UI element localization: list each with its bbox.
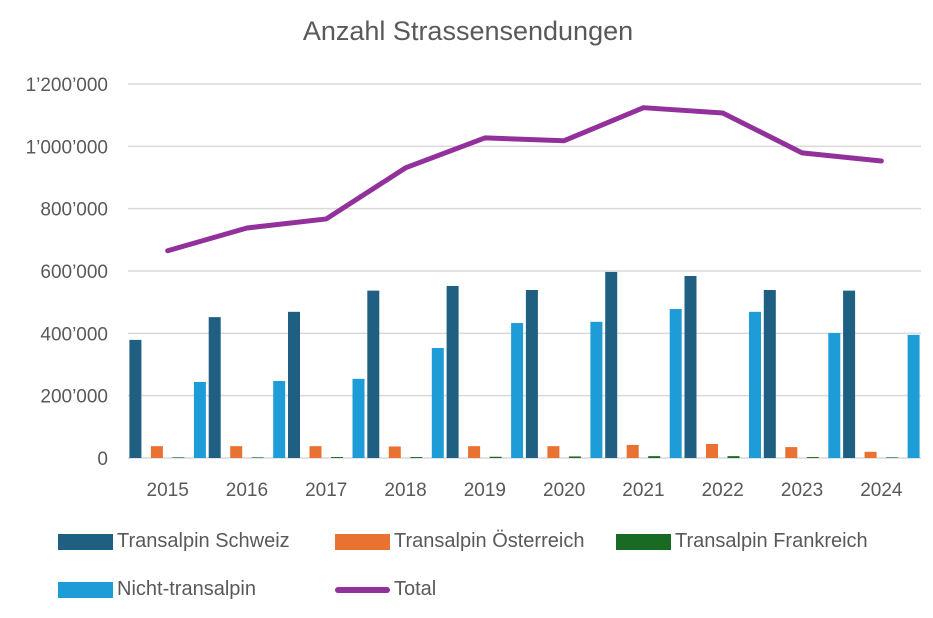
legend-swatch xyxy=(58,533,113,550)
y-tick-label: 600’000 xyxy=(40,262,108,283)
bar-transalpin-schweiz-2015 xyxy=(129,339,142,458)
legend-line-swatch xyxy=(335,586,390,593)
legend-item-schweiz: Transalpin Schweiz xyxy=(58,530,290,553)
legend-swatch xyxy=(58,581,113,598)
chart-title: Anzahl Strassensendungen xyxy=(303,16,633,46)
bar-nicht-transalpin-2016 xyxy=(273,381,286,458)
bar-transalpin-frankreich-2016 xyxy=(251,457,264,458)
bar-transalpin-sterreich-2024 xyxy=(864,451,877,458)
bar-transalpin-sterreich-2022 xyxy=(706,443,718,458)
bar-transalpin-sterreich-2020 xyxy=(547,446,560,458)
bar-transalpin-sterreich-2018 xyxy=(388,446,401,458)
x-tick-label: 2018 xyxy=(384,480,426,501)
bar-transalpin-frankreich-2017 xyxy=(331,457,343,458)
line-total xyxy=(165,105,884,254)
x-tick-label: 2020 xyxy=(543,480,585,501)
bar-transalpin-frankreich-2018 xyxy=(410,457,423,458)
legend-label: Total xyxy=(394,578,437,600)
bar-transalpin-schweiz-2022 xyxy=(684,275,697,458)
bar-transalpin-frankreich-2024 xyxy=(886,457,899,458)
x-tick-label: 2024 xyxy=(860,480,903,501)
y-tick-label: 1’000’000 xyxy=(26,137,108,158)
bar-transalpin-schweiz-2021 xyxy=(605,271,618,458)
bar-transalpin-schweiz-2024 xyxy=(843,290,856,458)
x-tick-label: 2016 xyxy=(226,480,268,501)
x-tick-label: 2023 xyxy=(781,480,823,501)
bar-transalpin-frankreich-2020 xyxy=(568,456,581,458)
legend-item-nicht-transalpin: Nicht-transalpin xyxy=(58,578,256,601)
x-axis-ticks: 2015 2016 2017 2018 2019 2020 2021 2022 2023 2024 xyxy=(147,480,903,501)
bar-nicht-transalpin-2017 xyxy=(352,378,365,458)
bar-transalpin-schweiz-2018 xyxy=(367,290,380,458)
bar-transalpin-schweiz-2016 xyxy=(208,317,221,458)
bar-transalpin-frankreich-2023 xyxy=(806,457,819,458)
y-tick-label: 1’200’000 xyxy=(26,75,108,96)
x-tick-label: 2019 xyxy=(464,480,506,501)
legend-label: Transalpin Frankreich xyxy=(675,530,868,552)
y-tick-label: 200’000 xyxy=(40,387,108,408)
gridlines xyxy=(128,83,921,459)
bar-transalpin-sterreich-2021 xyxy=(626,444,639,458)
bar-transalpin-sterreich-2019 xyxy=(468,446,481,458)
bar-nicht-transalpin-2023 xyxy=(828,333,841,458)
x-tick-label: 2017 xyxy=(305,480,347,501)
bar-nicht-transalpin-2022 xyxy=(749,311,761,458)
bar-transalpin-frankreich-2015 xyxy=(172,457,185,458)
bar-nicht-transalpin-2024 xyxy=(907,334,920,458)
y-axis-ticks: 0 200’000 400’000 600’000 800’000 1’000’000 1’… xyxy=(26,75,108,470)
legend-swatch xyxy=(335,533,390,550)
bar-transalpin-sterreich-2017 xyxy=(309,446,322,458)
legend-label: Transalpin Österreich xyxy=(394,530,585,552)
legend-label: Transalpin Schweiz xyxy=(117,530,290,552)
bar-transalpin-schweiz-2019 xyxy=(446,285,459,458)
y-tick-label: 800’000 xyxy=(40,200,108,221)
y-tick-label: 0 xyxy=(97,449,108,470)
x-tick-label: 2021 xyxy=(622,480,664,501)
bar-nicht-transalpin-2019 xyxy=(511,323,524,458)
total-line-group xyxy=(165,105,884,254)
legend-item-total: Total xyxy=(335,578,436,601)
bar-transalpin-sterreich-2015 xyxy=(150,446,163,458)
bar-transalpin-schweiz-2017 xyxy=(288,311,300,458)
x-tick-label: 2015 xyxy=(147,480,189,501)
bar-nicht-transalpin-2021 xyxy=(669,309,682,458)
y-tick-label: 400’000 xyxy=(40,324,108,345)
bar-transalpin-frankreich-2022 xyxy=(727,456,740,458)
bar-nicht-transalpin-2020 xyxy=(590,321,603,458)
legend-item-frankreich: Transalpin Frankreich xyxy=(616,530,868,553)
bars xyxy=(129,271,920,458)
bar-transalpin-frankreich-2021 xyxy=(648,456,661,458)
bar-transalpin-frankreich-2019 xyxy=(489,456,502,458)
bar-nicht-transalpin-2018 xyxy=(431,347,444,458)
bar-transalpin-schweiz-2020 xyxy=(525,290,538,458)
legend-item-oesterreich: Transalpin Österreich xyxy=(335,530,584,553)
bar-transalpin-sterreich-2016 xyxy=(230,446,243,458)
bar-transalpin-sterreich-2023 xyxy=(785,447,798,458)
bar-nicht-transalpin-2015 xyxy=(193,381,206,458)
bar-transalpin-schweiz-2023 xyxy=(763,290,776,458)
legend-swatch xyxy=(616,533,671,550)
x-tick-label: 2022 xyxy=(702,480,744,501)
legend-label: Nicht-transalpin xyxy=(117,578,256,600)
